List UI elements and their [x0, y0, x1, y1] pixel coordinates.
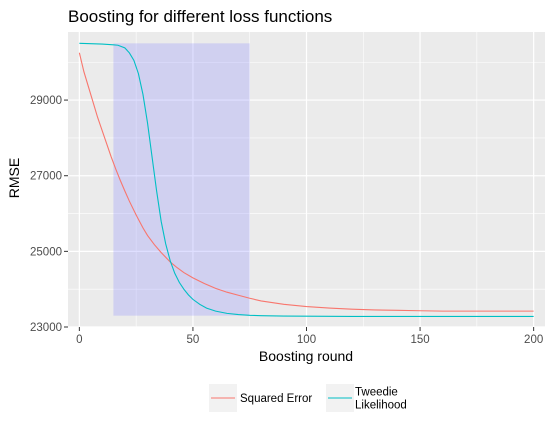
- x-axis: 0 50 100 150 200: [76, 327, 543, 346]
- x-tick-label: 200: [524, 334, 543, 346]
- x-tick-label: 0: [76, 334, 82, 346]
- series-line-0: [78, 52, 534, 312]
- y-axis-title: RMSE: [6, 158, 22, 198]
- x-axis-title: Boosting round: [259, 348, 353, 364]
- chart-title: Boosting for different loss functions: [68, 7, 332, 26]
- x-tick-label: 100: [297, 334, 316, 346]
- y-tick-label: 29000: [30, 95, 62, 107]
- x-tick-label: 50: [187, 334, 200, 346]
- y-tick-label: 23000: [30, 322, 62, 334]
- legend-label-1: Tweedie Likelihood: [355, 387, 407, 412]
- highlight-band: [113, 43, 250, 316]
- series-line-1: [79, 42, 534, 317]
- y-tick-label: 27000: [30, 171, 62, 183]
- plot-panel: [68, 32, 545, 328]
- legend-label-0: Squared Error: [240, 393, 312, 405]
- y-axis: 23000 25000 27000 29000: [30, 95, 68, 334]
- x-tick-label: 150: [410, 334, 429, 346]
- y-tick-label: 25000: [30, 246, 62, 258]
- legend: Squared Error Tweedie Likelihood: [209, 384, 407, 412]
